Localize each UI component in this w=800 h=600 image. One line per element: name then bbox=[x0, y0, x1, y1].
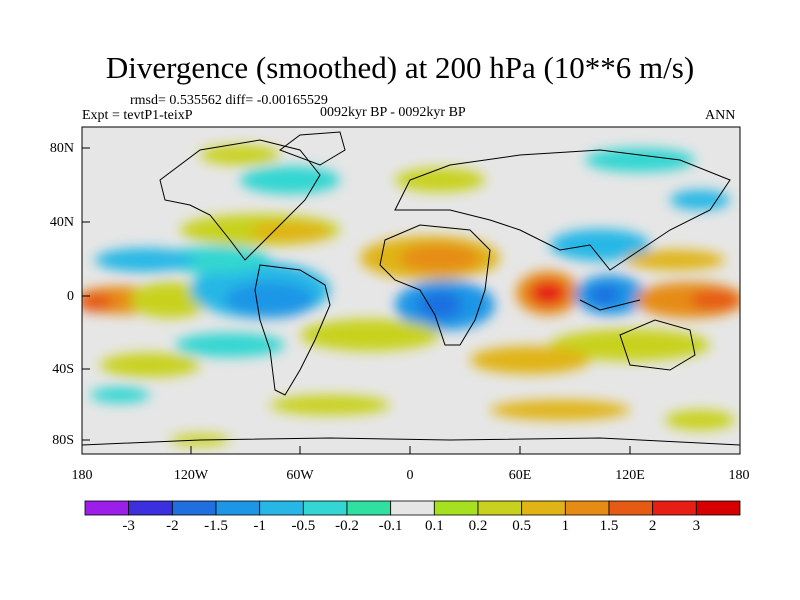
colorbar bbox=[84, 500, 741, 516]
eurasia-coast bbox=[394, 149, 731, 271]
lat-tick-label: 40S bbox=[52, 362, 74, 377]
field-blob bbox=[585, 148, 695, 172]
coastlines bbox=[82, 131, 740, 446]
field-blob bbox=[418, 291, 462, 319]
colorbar-label: -0.5 bbox=[291, 518, 316, 534]
lat-tick-label: 80N bbox=[49, 141, 74, 156]
season-text: ANN bbox=[705, 108, 736, 123]
colorbar-label: 1 bbox=[561, 518, 570, 534]
colorbar-box bbox=[433, 500, 479, 516]
field-blob bbox=[550, 329, 710, 361]
colorbar-box bbox=[521, 500, 566, 516]
colorbar-box bbox=[171, 500, 217, 516]
antarctica-coast bbox=[82, 437, 740, 446]
field-blob bbox=[300, 319, 440, 351]
experiment-text: Expt = tevtP1-teixP bbox=[82, 108, 193, 123]
field-blob bbox=[550, 229, 650, 261]
lon-tick-label: 60W bbox=[286, 468, 314, 483]
field-blob bbox=[590, 285, 620, 305]
colorbar-box bbox=[346, 500, 392, 516]
lon-tick-label: 180 bbox=[71, 468, 93, 483]
field-blob bbox=[175, 333, 285, 357]
field-blob bbox=[240, 166, 340, 194]
colorbar-label: 0.2 bbox=[468, 518, 488, 534]
colorbar-label: -3 bbox=[122, 518, 135, 534]
field-blob bbox=[690, 290, 740, 310]
colorbar-label: -1 bbox=[253, 518, 266, 534]
field-blob bbox=[395, 168, 485, 192]
colorbar-label: 0.5 bbox=[512, 518, 532, 534]
colorbar-label: -0.2 bbox=[335, 518, 359, 534]
lat-tick-label: 0 bbox=[67, 289, 74, 304]
greenland-coast bbox=[278, 131, 346, 166]
colorbar-label: 1.5 bbox=[599, 518, 619, 534]
colorbar-label: 2 bbox=[648, 518, 657, 534]
lat-tick-label: 40N bbox=[49, 215, 74, 230]
colorbar-box bbox=[695, 500, 741, 516]
colorbar-label: -0.1 bbox=[378, 518, 403, 534]
period-text: 0092kyr BP - 0092kyr BP bbox=[320, 105, 466, 120]
field-blob bbox=[490, 400, 630, 420]
field-blob bbox=[200, 145, 280, 165]
lat-tick-label: 80S bbox=[52, 433, 74, 448]
colorbar-label: -1.5 bbox=[204, 518, 228, 534]
colorbar-box bbox=[564, 500, 610, 516]
map-frame bbox=[81, 126, 741, 455]
field-blob bbox=[625, 250, 725, 270]
field-blob bbox=[665, 410, 735, 430]
field-blob bbox=[530, 281, 566, 305]
north-america-coast bbox=[159, 139, 321, 261]
field-layer bbox=[82, 127, 740, 454]
field-blob bbox=[270, 395, 390, 415]
colorbar-box bbox=[477, 500, 523, 516]
colorbar-box bbox=[215, 500, 261, 516]
colorbar-label: -2 bbox=[166, 518, 179, 534]
field-blob bbox=[400, 244, 480, 272]
colorbar-box bbox=[302, 500, 348, 516]
field-blob bbox=[250, 222, 330, 242]
field-blob bbox=[82, 292, 113, 312]
lon-tick-label: 180 bbox=[728, 468, 750, 483]
colorbar-box bbox=[128, 500, 173, 516]
field-blob bbox=[130, 282, 210, 318]
colorbar-box bbox=[84, 500, 130, 516]
lon-tick-label: 120W bbox=[173, 468, 209, 483]
lon-tick-label: 60E bbox=[508, 468, 532, 483]
stats-text: rmsd= 0.535562 diff= -0.00165529 bbox=[130, 93, 328, 108]
south-america-coast bbox=[254, 264, 331, 396]
field-blob bbox=[160, 246, 270, 274]
field-blob bbox=[225, 282, 315, 318]
tick-marks bbox=[81, 147, 741, 454]
field-blob bbox=[95, 248, 195, 272]
colorbar-box bbox=[608, 500, 654, 516]
field-blob bbox=[90, 387, 150, 403]
colorbar-label: 0.1 bbox=[424, 518, 444, 534]
colorbar-box bbox=[259, 500, 304, 516]
field-blob bbox=[470, 346, 590, 374]
indonesia-coast bbox=[579, 299, 641, 311]
colorbar-label: 3 bbox=[692, 518, 701, 534]
field-blob bbox=[100, 353, 200, 377]
lon-tick-label: 0 bbox=[406, 468, 414, 483]
field-blob bbox=[670, 190, 730, 210]
plot-title: Divergence (smoothed) at 200 hPa (10**6 … bbox=[105, 50, 695, 85]
colorbar-box bbox=[390, 500, 435, 516]
lon-tick-label: 120E bbox=[615, 468, 645, 483]
australia-coast bbox=[619, 319, 696, 371]
africa-coast bbox=[379, 224, 491, 346]
colorbar-box bbox=[652, 500, 697, 516]
